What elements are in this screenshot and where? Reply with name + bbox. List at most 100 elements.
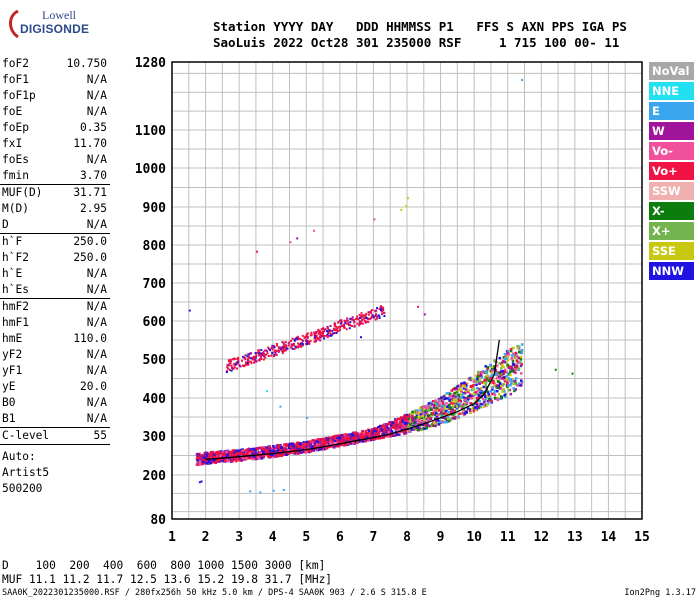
echo-point [332,332,335,335]
echo-point [519,364,523,368]
param-row-hme: hmE 110.0 [0,331,110,347]
legend-nnw: NNW [649,262,694,280]
echo-point [332,446,336,449]
echo-point [361,319,364,322]
echo-point [328,438,331,441]
echo-point [320,439,324,442]
echo-point [225,371,228,374]
echo-point [288,341,291,344]
echo-point [300,442,304,445]
echo-point [434,422,438,425]
echo-point [230,364,233,367]
echo-point [248,452,252,455]
echo-point [346,317,349,320]
echo-point [363,434,366,437]
echo-point [385,426,389,429]
echo-point [456,403,460,407]
echo-point [412,419,416,422]
param-row-hf: h`F 250.0 [0,234,110,250]
echo-point [310,333,313,336]
echo-point [480,371,484,374]
echo-point [323,328,326,331]
echo-point [488,399,492,403]
echo-point [509,370,512,374]
echo-point [284,349,287,352]
echo-point [398,424,401,428]
echo-point [452,404,455,407]
echo-point [334,439,338,443]
echo-point [491,388,494,391]
echo-point [391,421,395,425]
echo-point [229,454,232,457]
echo-point [222,455,225,458]
echo-point [438,403,442,406]
echo-point [407,425,410,429]
echo-point [472,392,476,396]
echo-point [503,393,507,397]
echo-point [370,428,374,431]
echo-point [329,436,332,440]
echo-point [322,439,326,442]
x-tick-label: 3 [235,530,243,545]
param-row-hf2: h`F2 250.0 [0,250,110,266]
echo-point [510,367,514,370]
echo-point [425,407,428,410]
echo-point [444,405,447,409]
echo-point [400,422,403,425]
echo-point [233,366,236,369]
param-name: B0 [2,396,16,409]
muf-row: MUF 11.1 11.2 11.7 12.5 13.6 15.2 19.8 3… [2,573,333,586]
echo-point [375,429,378,433]
echo-point [395,420,398,423]
echo-point [428,424,431,428]
echo-point [471,385,474,389]
echo-point [467,394,471,398]
echo-point [319,336,322,339]
echo-point [438,399,441,402]
x-tick-label: 8 [403,530,411,545]
echo-point [353,432,356,436]
echo-point [316,440,319,443]
echo-point [246,355,249,358]
echo-point [284,341,287,344]
echo-point [394,422,397,425]
echo-point [344,321,347,324]
echo-point [517,382,521,385]
echo-point [494,373,498,377]
echo-point [265,446,268,450]
echo-point [326,330,329,333]
echo-point [475,401,478,404]
echo-point [334,324,337,327]
echo-point [251,457,255,461]
echo-point [266,350,269,353]
echo-point [278,444,281,447]
station-header: Station YYYY DAY DDD HHMMSS P1 FFS S AXN… [213,19,627,51]
echo-point [507,353,511,356]
echo-point [307,340,310,343]
echo-point [481,381,484,384]
echo-point [349,438,353,441]
echo-point [247,448,250,451]
echo-point [439,411,443,414]
echo-point [292,344,295,347]
echo-point [337,437,340,440]
echo-point [507,384,510,387]
echo-point [472,380,476,384]
echo-point [261,354,264,357]
echo-point [366,320,369,323]
echo-point [331,435,335,439]
echo-point [519,383,522,387]
echo-point [431,412,435,415]
echo-point [221,453,224,457]
param-name: yF2 [2,348,23,361]
echo-point [267,346,270,349]
echo-point [226,457,230,461]
echo-point [374,432,378,435]
param-row-b1: B1 N/A [0,411,110,427]
echo-point [364,321,367,324]
echo-point [374,427,377,430]
echo-point [451,416,455,420]
echo-point [442,421,446,424]
echo-point [503,379,507,383]
echo-point [384,426,387,429]
